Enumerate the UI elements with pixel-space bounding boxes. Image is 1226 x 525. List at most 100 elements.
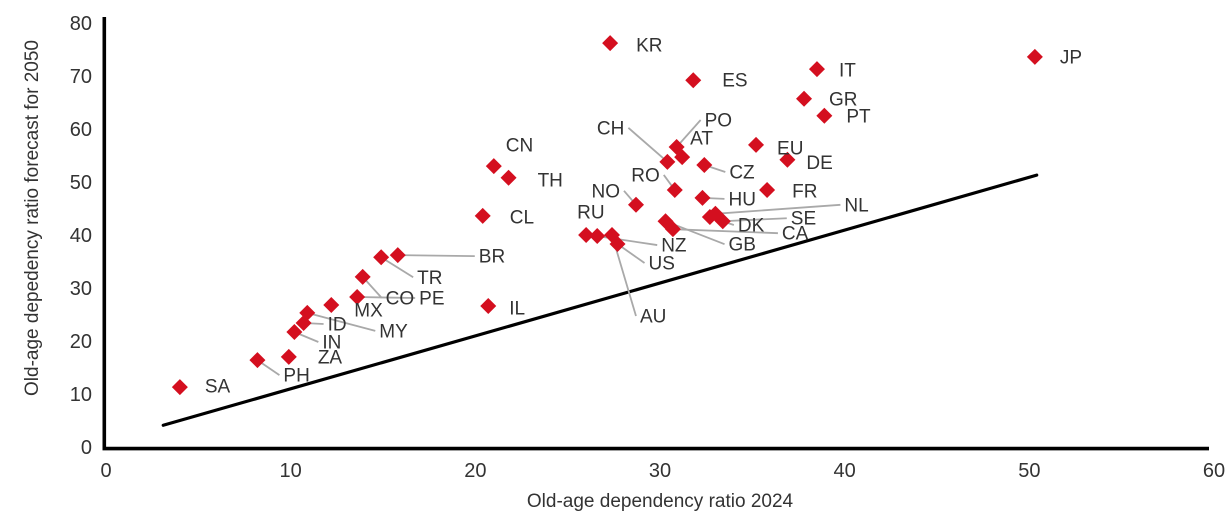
data-point-DE (779, 151, 796, 168)
leader-line-CA (672, 228, 778, 235)
data-point-label-SE: SE (791, 209, 816, 230)
data-point-US (609, 236, 626, 253)
data-point-label-EU: EU (777, 138, 803, 159)
y-tick-label-40: 40 (70, 225, 92, 247)
data-point-label-PE: PE (419, 289, 444, 310)
data-point-label-JP: JP (1060, 47, 1082, 68)
data-point-label-PO: PO (705, 111, 732, 132)
data-point-PE (349, 289, 366, 306)
leader-line-SE (722, 217, 787, 223)
x-tick-label-20: 20 (464, 460, 486, 482)
data-point-label-FR: FR (792, 181, 817, 202)
data-point-CA (664, 221, 681, 238)
data-point-CL (474, 207, 491, 224)
data-point-label-NZ: NZ (661, 236, 687, 257)
y-tick-label-70: 70 (70, 66, 92, 88)
data-point-label-SA: SA (205, 377, 231, 398)
data-point-TR (373, 249, 390, 266)
data-point-label-NL: NL (844, 195, 868, 216)
leader-line-TR (380, 256, 414, 279)
data-point-label-MX: MX (354, 300, 383, 321)
data-point-label-TR: TR (417, 268, 442, 289)
data-point-label-ID: ID (328, 314, 347, 335)
y-tick-label-80: 80 (70, 13, 92, 35)
data-point-label-CL: CL (510, 207, 534, 228)
leader-line-BR (397, 254, 475, 258)
leader-line-PE (357, 296, 416, 299)
data-point-label-MY: MY (379, 321, 408, 342)
data-point-IL (480, 298, 497, 315)
x-tick-label-10: 10 (280, 460, 302, 482)
data-point-JP (1026, 48, 1043, 65)
data-point-label-CA: CA (782, 224, 809, 245)
x-tick-label-40: 40 (834, 460, 856, 482)
data-point-KR (602, 35, 619, 52)
data-point-label-KR: KR (636, 36, 662, 57)
data-point-RO (666, 181, 683, 198)
data-point-FR (759, 181, 776, 198)
data-point-CZ (696, 157, 713, 174)
data-point-SA (171, 379, 188, 396)
data-point-NZ (589, 228, 606, 245)
x-tick-label-50: 50 (1018, 460, 1040, 482)
data-point-label-TH: TH (538, 170, 563, 191)
leader-line-NZ (597, 235, 658, 246)
data-point-label-IT: IT (839, 61, 856, 82)
y-tick-label-30: 30 (70, 278, 92, 300)
leader-line-MY (307, 312, 376, 332)
data-point-CH (659, 153, 676, 170)
data-point-CO (354, 268, 371, 285)
x-axis-title: Old-age dependency ratio 2024 (527, 491, 794, 512)
y-tick-label-0: 0 (81, 437, 92, 459)
data-point-HU (694, 189, 711, 206)
data-point-TH (500, 169, 517, 186)
x-tick-label-60: 60 (1203, 460, 1225, 482)
y-tick-label-50: 50 (70, 172, 92, 194)
data-point-label-AU: AU (640, 307, 666, 328)
data-point-NO (627, 196, 644, 213)
leader-line-NL (715, 203, 841, 215)
data-point-label-ZA: ZA (318, 347, 343, 368)
data-point-label-NO: NO (591, 181, 620, 202)
data-point-label-DK: DK (738, 215, 765, 236)
data-point-label-ES: ES (722, 71, 747, 92)
data-point-IT (808, 61, 825, 78)
data-point-ZA (280, 348, 297, 365)
data-point-IN (286, 323, 303, 340)
data-point-label-DE: DE (806, 153, 832, 174)
data-point-PH (249, 352, 266, 369)
data-point-PT (816, 107, 833, 124)
x-tick-label-30: 30 (649, 460, 671, 482)
data-point-CN (485, 158, 502, 175)
y-tick-label-20: 20 (70, 331, 92, 353)
data-point-label-RU: RU (577, 203, 604, 224)
data-point-label-AT: AT (690, 129, 713, 150)
data-point-MX (323, 296, 340, 313)
data-point-label-CZ: CZ (729, 163, 755, 184)
leader-line-CH (627, 127, 668, 163)
data-point-label-IL: IL (509, 299, 525, 320)
leader-line-PO (675, 119, 702, 148)
data-point-SE (714, 213, 731, 230)
data-point-label-HU: HU (728, 189, 755, 210)
data-point-GR (796, 90, 813, 107)
data-point-label-PH: PH (283, 366, 309, 387)
data-point-label-BR: BR (479, 247, 505, 268)
data-point-label-CO: CO (386, 288, 415, 309)
data-point-MY (299, 304, 316, 321)
data-point-label-US: US (649, 254, 675, 275)
x-tick-label-0: 0 (100, 460, 111, 482)
data-point-label-GR: GR (829, 89, 858, 110)
identity-reference-line (161, 173, 1039, 427)
y-axis-title: Old-age depedency ratio forecast for 205… (22, 40, 43, 396)
data-point-label-CN: CN (506, 136, 533, 157)
data-point-AT (674, 149, 691, 166)
data-point-BR (389, 247, 406, 264)
data-point-ES (685, 72, 702, 89)
y-tick-label-10: 10 (70, 384, 92, 406)
data-point-label-RO: RO (631, 165, 660, 186)
data-point-label-IN: IN (322, 332, 341, 353)
data-point-RU (578, 227, 595, 243)
